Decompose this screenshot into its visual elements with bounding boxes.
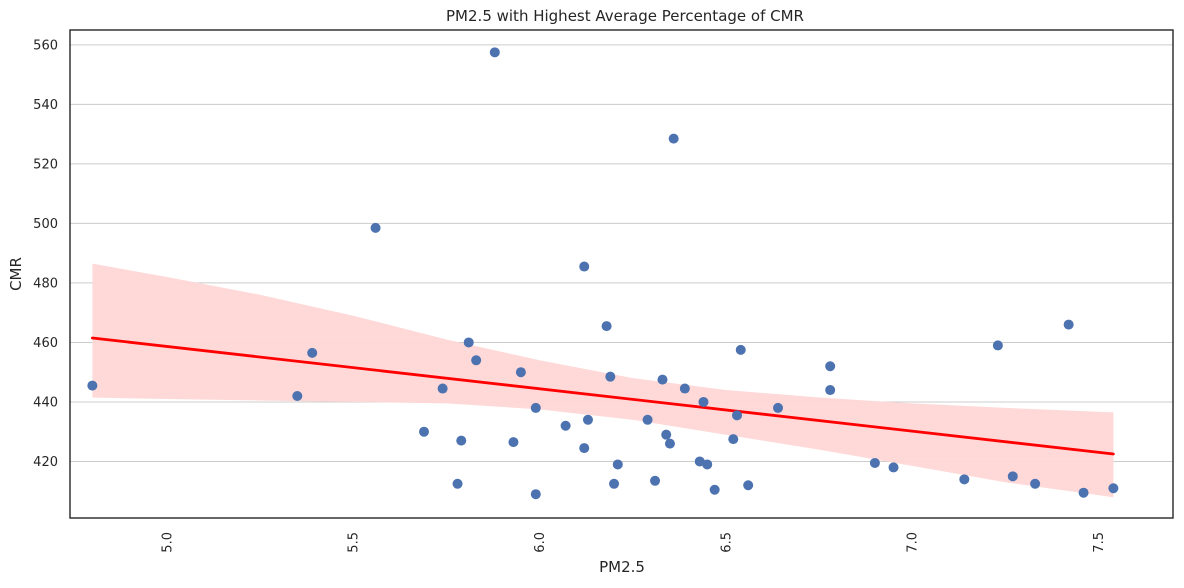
data-point <box>992 340 1003 351</box>
data-point <box>579 443 590 454</box>
data-point <box>698 396 709 407</box>
data-point <box>87 380 98 391</box>
x-axis-label: PM2.5 <box>599 558 645 576</box>
y-tick-label: 480 <box>33 276 58 291</box>
chart-title: PM2.5 with Highest Average Percentage of… <box>446 7 804 25</box>
data-point <box>1007 471 1018 482</box>
data-point <box>508 437 519 448</box>
data-point <box>959 474 970 485</box>
data-point <box>582 414 593 425</box>
y-tick-label: 540 <box>33 98 58 113</box>
data-point <box>657 374 668 385</box>
y-tick-label: 500 <box>33 217 58 232</box>
data-point <box>825 385 836 396</box>
data-point <box>609 478 620 489</box>
confidence-band <box>92 263 1114 498</box>
data-point <box>825 361 836 372</box>
y-tick-label: 420 <box>33 455 58 470</box>
data-point <box>456 435 467 446</box>
data-point <box>419 426 430 437</box>
data-point <box>515 367 526 378</box>
data-point <box>1063 319 1074 330</box>
data-point <box>579 261 590 272</box>
y-tick-label: 440 <box>33 395 58 410</box>
y-tick-label: 460 <box>33 336 58 351</box>
data-point <box>530 402 541 413</box>
data-point <box>642 414 653 425</box>
data-point <box>709 484 720 495</box>
data-point <box>489 47 500 58</box>
data-point <box>735 344 746 355</box>
data-point <box>1108 483 1119 494</box>
regression-line-layer <box>90 336 1115 456</box>
data-point <box>773 402 784 413</box>
data-point <box>605 371 616 382</box>
data-point <box>702 459 713 470</box>
x-tick-label: 7.5 <box>1092 532 1107 553</box>
data-point <box>471 355 482 366</box>
x-tick-label: 6.5 <box>719 532 734 553</box>
data-point <box>292 391 303 401</box>
data-point <box>743 480 754 491</box>
data-point <box>869 457 880 468</box>
regression-line <box>90 336 1115 456</box>
data-point <box>668 133 679 144</box>
data-point <box>1078 487 1089 498</box>
data-point <box>732 410 743 421</box>
data-point <box>437 383 448 394</box>
data-point <box>452 478 463 489</box>
data-point <box>661 429 672 440</box>
data-point <box>560 420 571 431</box>
data-point <box>888 462 899 473</box>
plot-frame <box>69 29 1174 519</box>
x-axis-ticks: 5.0 5.5 6.0 6.5 7.0 7.5 <box>160 532 1107 553</box>
data-point <box>1030 478 1041 489</box>
y-tick-label: 560 <box>33 38 58 53</box>
data-point <box>679 383 690 394</box>
data-point <box>650 475 661 486</box>
x-tick-label: 7.0 <box>906 532 921 553</box>
x-tick-label: 5.5 <box>347 532 362 553</box>
data-point <box>612 459 623 470</box>
data-point <box>463 337 474 348</box>
x-tick-label: 5.0 <box>160 532 175 553</box>
y-axis-label: CMR <box>7 257 25 291</box>
x-tick-label: 6.0 <box>533 532 548 553</box>
data-point <box>530 489 541 500</box>
data-points <box>87 47 1119 500</box>
data-point <box>307 347 318 358</box>
data-point <box>370 222 381 233</box>
data-point <box>728 434 739 445</box>
data-point <box>601 321 612 332</box>
data-point <box>664 438 675 449</box>
y-tick-label: 520 <box>33 157 58 172</box>
y-axis-ticks: 420 440 460 480 500 520 540 560 <box>33 38 58 470</box>
confidence-band-layer <box>92 263 1114 498</box>
